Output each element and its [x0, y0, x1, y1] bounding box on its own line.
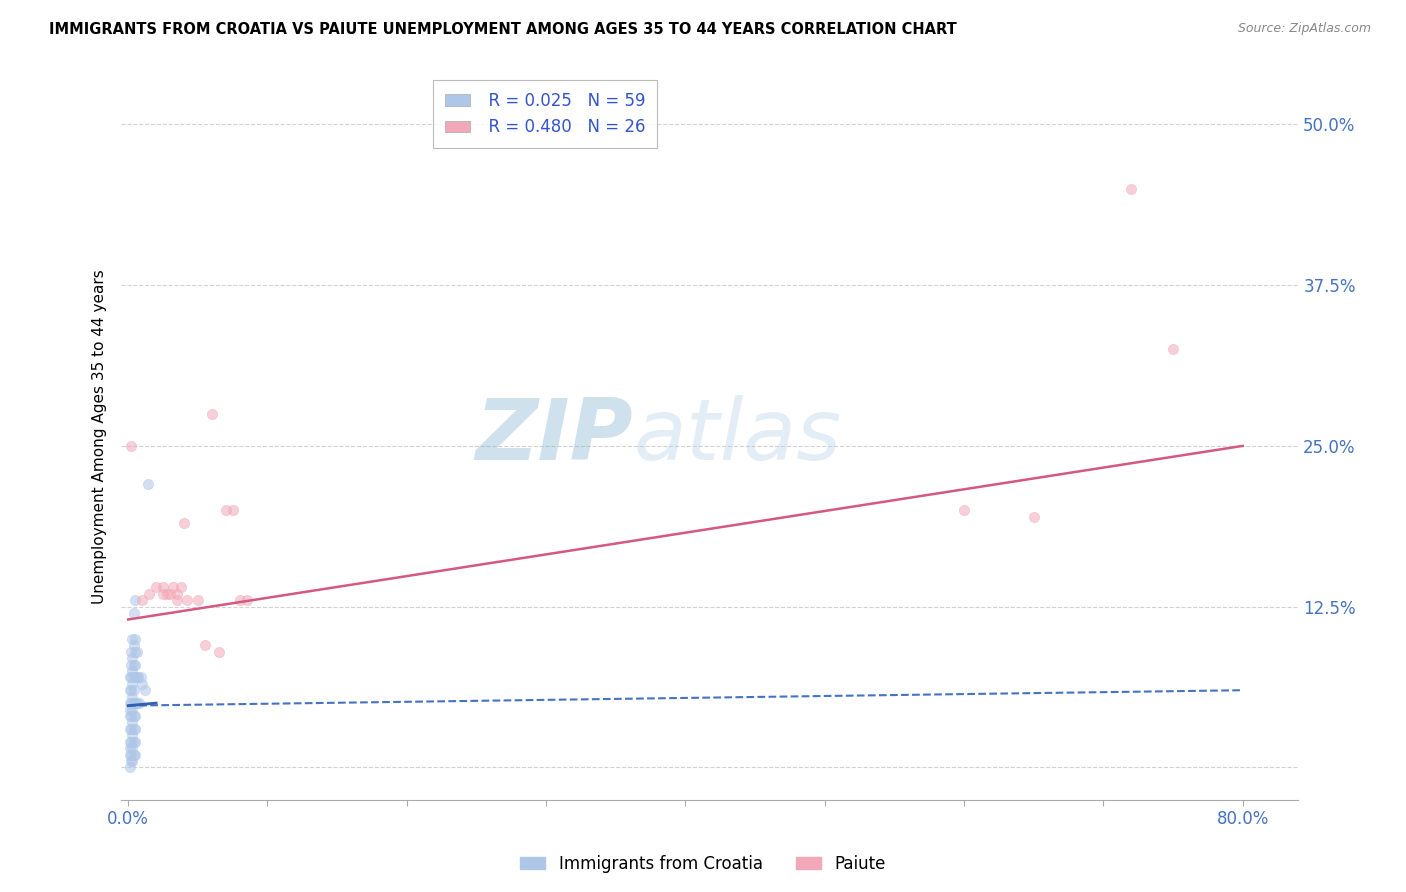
Point [118, 702, 141, 716]
Point [122, 657, 145, 672]
Point [138, 587, 160, 601]
Point [159, 587, 181, 601]
Point [187, 593, 209, 607]
Point [201, 407, 224, 421]
Point [166, 593, 188, 607]
Point [120, 722, 142, 736]
Point [173, 516, 195, 530]
Point [118, 709, 141, 723]
Point [125, 645, 148, 659]
Point [118, 722, 141, 736]
Point [122, 696, 145, 710]
Point [120, 657, 142, 672]
Point [120, 696, 142, 710]
Point [145, 580, 167, 594]
Point [124, 670, 146, 684]
Point [124, 696, 146, 710]
Legend:   R = 0.025   N = 59,   R = 0.480   N = 26: R = 0.025 N = 59, R = 0.480 N = 26 [433, 80, 657, 148]
Point [121, 677, 143, 691]
Point [127, 670, 149, 684]
Point [120, 439, 142, 453]
Point [124, 734, 146, 748]
Point [122, 606, 145, 620]
Point [152, 587, 174, 601]
Point [118, 747, 141, 762]
Text: atlas: atlas [633, 395, 841, 478]
Point [122, 747, 145, 762]
Point [131, 677, 153, 691]
Y-axis label: Unemployment Among Ages 35 to 44 years: Unemployment Among Ages 35 to 44 years [93, 268, 107, 604]
Point [122, 709, 145, 723]
Point [166, 587, 188, 601]
Point [124, 632, 146, 646]
Point [122, 638, 145, 652]
Point [228, 593, 250, 607]
Point [121, 702, 143, 716]
Point [121, 741, 143, 756]
Point [129, 670, 152, 684]
Point [156, 587, 179, 601]
Point [208, 645, 231, 659]
Point [120, 670, 142, 684]
Point [120, 754, 142, 768]
Point [125, 696, 148, 710]
Point [221, 503, 243, 517]
Point [118, 734, 141, 748]
Point [136, 477, 159, 491]
Point [124, 645, 146, 659]
Point [194, 638, 217, 652]
Point [128, 696, 150, 710]
Point [118, 741, 141, 756]
Point [953, 503, 976, 517]
Text: ZIP: ZIP [475, 395, 633, 478]
Point [121, 728, 143, 742]
Point [122, 734, 145, 748]
Point [122, 722, 145, 736]
Point [170, 580, 193, 594]
Point [215, 503, 238, 517]
Point [121, 664, 143, 678]
Point [122, 683, 145, 698]
Point [120, 747, 142, 762]
Legend: Immigrants from Croatia, Paiute: Immigrants from Croatia, Paiute [513, 848, 893, 880]
Point [118, 670, 141, 684]
Point [152, 580, 174, 594]
Point [120, 645, 142, 659]
Point [121, 690, 143, 704]
Point [118, 696, 141, 710]
Point [235, 593, 257, 607]
Point [162, 580, 184, 594]
Point [121, 715, 143, 730]
Text: IMMIGRANTS FROM CROATIA VS PAIUTE UNEMPLOYMENT AMONG AGES 35 TO 44 YEARS CORRELA: IMMIGRANTS FROM CROATIA VS PAIUTE UNEMPL… [49, 22, 957, 37]
Point [120, 683, 142, 698]
Point [1161, 343, 1184, 357]
Point [124, 593, 146, 607]
Point [125, 670, 148, 684]
Point [121, 754, 143, 768]
Point [131, 593, 153, 607]
Point [120, 734, 142, 748]
Point [1121, 182, 1143, 196]
Point [122, 670, 145, 684]
Point [118, 760, 141, 774]
Point [121, 632, 143, 646]
Point [1022, 509, 1045, 524]
Point [120, 709, 142, 723]
Point [121, 651, 143, 665]
Point [118, 683, 141, 698]
Point [176, 593, 198, 607]
Point [124, 709, 146, 723]
Text: Source: ZipAtlas.com: Source: ZipAtlas.com [1237, 22, 1371, 36]
Point [124, 657, 146, 672]
Point [124, 747, 146, 762]
Point [134, 683, 156, 698]
Point [124, 722, 146, 736]
